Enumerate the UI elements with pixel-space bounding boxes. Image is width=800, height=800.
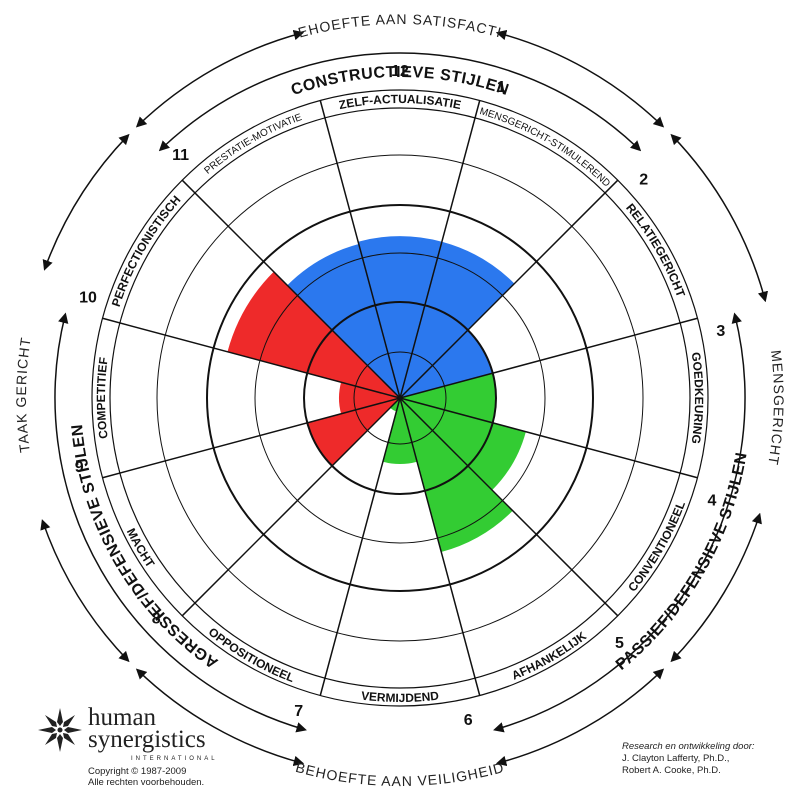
segment-number: 12: [391, 63, 409, 80]
orient-arrow-left-bottom: [40, 519, 130, 663]
logo-wordmark-line1: human: [88, 704, 157, 731]
bar-segment-10: [227, 271, 400, 398]
segment-number: 5: [615, 635, 624, 652]
wedge-label: PERFECTIONISTISCH: [109, 193, 184, 309]
label-passive: PASSIEF/DEFENSIEVE STIJLEN: [613, 451, 751, 674]
wedge-label: MENSGERICHT-STIMULEREND: [478, 106, 612, 189]
grid-spoke: [319, 397, 401, 696]
wedge-label: VERMIJDEND: [360, 689, 440, 705]
segment-number: 2: [639, 172, 648, 189]
orient-arrow-right-bottom: [670, 512, 762, 663]
label-left-orientation: TAAK GERICHT: [13, 336, 34, 454]
bar-segment-3: [400, 373, 497, 423]
orient-arrow-left-top: [42, 133, 130, 271]
wedge-label: OPPOSITIONEEL: [206, 625, 297, 685]
orient-arrow-right-top: [670, 133, 769, 303]
bar-segment-12: [358, 236, 442, 398]
bars-layer: [227, 236, 526, 552]
grid-ring: [353, 351, 447, 445]
grid-spoke: [181, 397, 401, 617]
logo-icon: [38, 708, 82, 752]
orient-arrow-bottom-right: [495, 668, 665, 767]
logo-subtitle: INTERNATIONAL: [131, 756, 218, 762]
credits-line2: Robert A. Cooke, Ph.D.: [622, 765, 721, 776]
wedge-label: CONVENTIONEEL: [625, 499, 688, 594]
copyright: Copyright © 1987-2009 Alle rechten voorb…: [88, 766, 204, 788]
copyright-line2: Alle rechten voorbehouden.: [88, 777, 205, 788]
copyright-line1: Copyright © 1987-2009: [88, 766, 187, 777]
logo-wordmark-line2: synergistics: [88, 726, 206, 753]
wedge-label: RELATIEGERICHT: [623, 201, 688, 300]
human-synergistics-logo: human synergistics INTERNATIONAL Copyrig…: [36, 704, 276, 796]
grid-spoke: [399, 179, 619, 399]
wedge-label: GOEDKEURING: [689, 351, 706, 444]
orient-arrow-top-left: [135, 29, 305, 128]
label-top-orientation: BEHOEFTE AAN SATISFACTIE: [0, 0, 504, 41]
segment-number: 7: [294, 703, 303, 720]
bar-segment-6: [382, 398, 418, 465]
credits: Research en ontwikkeling door: J. Clayto…: [622, 741, 755, 777]
orient-arrow-bottom-left: [135, 668, 305, 767]
wedge-label: PRESTATIE-MOTIVATIE: [203, 112, 304, 177]
segment-number: 6: [464, 712, 473, 729]
wedge-label: ZELF-ACTUALISATIE: [338, 92, 463, 112]
orient-arrow-top-right: [495, 29, 665, 128]
bar-segment-8: [307, 398, 400, 466]
credits-line1: J. Clayton Lafferty, Ph.D.,: [622, 753, 730, 764]
wedge-label: COMPETITIEF: [94, 356, 111, 439]
segment-number: 3: [716, 323, 725, 340]
grid-spoke: [181, 179, 401, 399]
wedge-label: AFHANKELIJK: [510, 629, 590, 683]
label-right-orientation: MENSGERICHT: [765, 349, 787, 467]
grid-layer: [91, 89, 709, 707]
bar-segment-2: [400, 330, 493, 398]
segment-number: 4: [707, 492, 716, 509]
segment-number: 10: [79, 290, 97, 307]
segment-number: 11: [172, 147, 189, 164]
credits-title: Research en ontwikkeling door:: [622, 741, 755, 752]
grid-spoke: [399, 397, 481, 696]
label-bottom-orientation: BEHOEFTE AAN VEILIGHEID: [294, 759, 506, 789]
